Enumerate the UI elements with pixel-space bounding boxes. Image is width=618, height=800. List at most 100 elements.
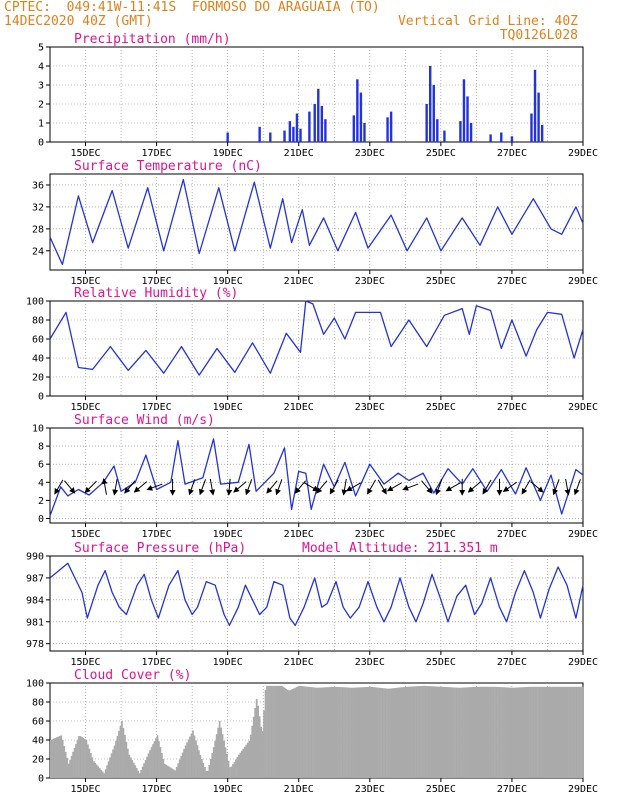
panel-annotation: Model Altitude: 211.351 m xyxy=(302,541,498,556)
panel-title: Surface Temperature (nC) xyxy=(74,159,262,174)
cloud-bar xyxy=(257,705,260,778)
precip-bar xyxy=(226,132,229,142)
cloud-bar xyxy=(454,687,456,778)
cloud-bar xyxy=(400,687,403,778)
cloud-bar xyxy=(312,687,314,778)
cloud-bar xyxy=(519,687,522,778)
panel-title: Relative Humidity (%) xyxy=(74,286,238,301)
cloud-bar xyxy=(295,687,298,778)
cloud-bar xyxy=(61,740,64,778)
y-tick-label: 24 xyxy=(32,246,44,257)
x-tick-label: 23DEC xyxy=(355,529,385,540)
cloud-bar xyxy=(331,686,334,778)
panel-title: Surface Wind (m/s) xyxy=(74,413,215,428)
cloud-bar xyxy=(531,686,533,778)
cloud-bar xyxy=(156,735,159,778)
wind-arrow xyxy=(124,480,136,494)
cloud-bar xyxy=(457,687,459,778)
cloud-bar xyxy=(132,762,135,778)
cloud-bar xyxy=(297,686,299,778)
y-tick-label: 978 xyxy=(26,639,44,650)
x-tick-label: 29DEC xyxy=(568,657,598,668)
cloud-bar xyxy=(359,687,362,778)
cloud-bar xyxy=(489,686,492,778)
cloud-bar xyxy=(532,686,535,778)
wind-arrow xyxy=(64,480,76,494)
y-tick-label: 60 xyxy=(32,717,44,728)
cloud-bar xyxy=(76,740,79,778)
x-tick-label: 27DEC xyxy=(497,276,527,287)
cloud-bar xyxy=(266,685,268,778)
x-tick-label: 15DEC xyxy=(70,784,100,795)
cloud-bar xyxy=(286,689,289,778)
cloud-bar xyxy=(522,687,525,778)
cloud-bar xyxy=(556,686,559,778)
cloud-bar xyxy=(375,687,378,778)
cloud-bar xyxy=(372,687,375,778)
cloud-bar xyxy=(236,757,239,778)
cloud-bar xyxy=(275,685,277,778)
header-date-line: 14DEC2020 40Z (GMT) xyxy=(4,14,153,29)
cloud-bar xyxy=(152,744,154,778)
x-tick-label: 15DEC xyxy=(70,148,100,159)
cloud-bar xyxy=(354,687,357,778)
cloud-bar xyxy=(175,766,178,778)
x-tick-label: 15DEC xyxy=(70,529,100,540)
cloud-bar xyxy=(500,687,502,778)
y-tick-label: 3 xyxy=(38,81,44,92)
header-station-line: CPTEC: 049:41W-11:41S FORMOSO DO ARAGUAI… xyxy=(4,0,380,15)
precip-bar xyxy=(469,123,473,142)
cloud-bar xyxy=(474,686,477,778)
cloud-bar xyxy=(537,686,539,778)
cloud-bar xyxy=(51,739,54,778)
x-tick-label: 23DEC xyxy=(355,657,385,668)
cloud-bar xyxy=(212,747,215,778)
cloud-bar xyxy=(437,686,440,778)
cloud-bar xyxy=(125,741,128,778)
wind-arrow xyxy=(84,480,97,494)
cloud-bar xyxy=(544,686,547,778)
cloud-bar xyxy=(235,759,237,778)
cloud-bar xyxy=(466,687,468,778)
wind-arrow xyxy=(482,479,492,495)
cloud-bar xyxy=(214,740,217,778)
cloud-bar xyxy=(285,688,288,778)
cloud-bar xyxy=(548,686,551,778)
x-tick-label: 29DEC xyxy=(568,529,598,540)
cloud-bar xyxy=(209,759,212,778)
precip-bar xyxy=(500,132,503,142)
y-tick-label: 984 xyxy=(26,595,44,606)
cloud-bar xyxy=(224,747,227,778)
cloud-bar xyxy=(381,688,384,778)
x-tick-label: 25DEC xyxy=(426,148,456,159)
cloud-bar xyxy=(562,686,565,778)
cloud-bar xyxy=(313,687,316,778)
wind-arrow xyxy=(188,479,196,496)
cloud-bar xyxy=(356,687,359,778)
cloud-bar xyxy=(476,686,479,778)
cloud-bar xyxy=(78,736,80,778)
cloud-bar xyxy=(195,740,197,778)
wind-arrow xyxy=(445,482,461,492)
x-tick-label: 23DEC xyxy=(355,276,385,287)
cloud-bar xyxy=(294,687,297,778)
cloud-bar xyxy=(112,749,114,778)
cloud-bar xyxy=(445,687,448,778)
cloud-bar xyxy=(346,687,348,778)
cloud-bar xyxy=(547,686,550,778)
cloud-bar xyxy=(431,686,434,778)
y-tick-label: 32 xyxy=(32,202,44,213)
cloud-bar xyxy=(510,687,513,778)
x-tick-label: 29DEC xyxy=(568,784,598,795)
x-tick-label: 19DEC xyxy=(213,402,243,413)
cloud-bar xyxy=(309,686,311,778)
x-tick-label: 21DEC xyxy=(284,784,314,795)
cloud-bar xyxy=(464,687,467,778)
cloud-bar xyxy=(491,686,493,778)
cloud-bar xyxy=(171,768,174,778)
cloud-bar xyxy=(352,687,354,778)
cloud-bar xyxy=(460,687,462,778)
wind-arrow xyxy=(552,479,560,496)
cloud-bar xyxy=(360,687,363,778)
cloud-bar xyxy=(107,761,110,778)
